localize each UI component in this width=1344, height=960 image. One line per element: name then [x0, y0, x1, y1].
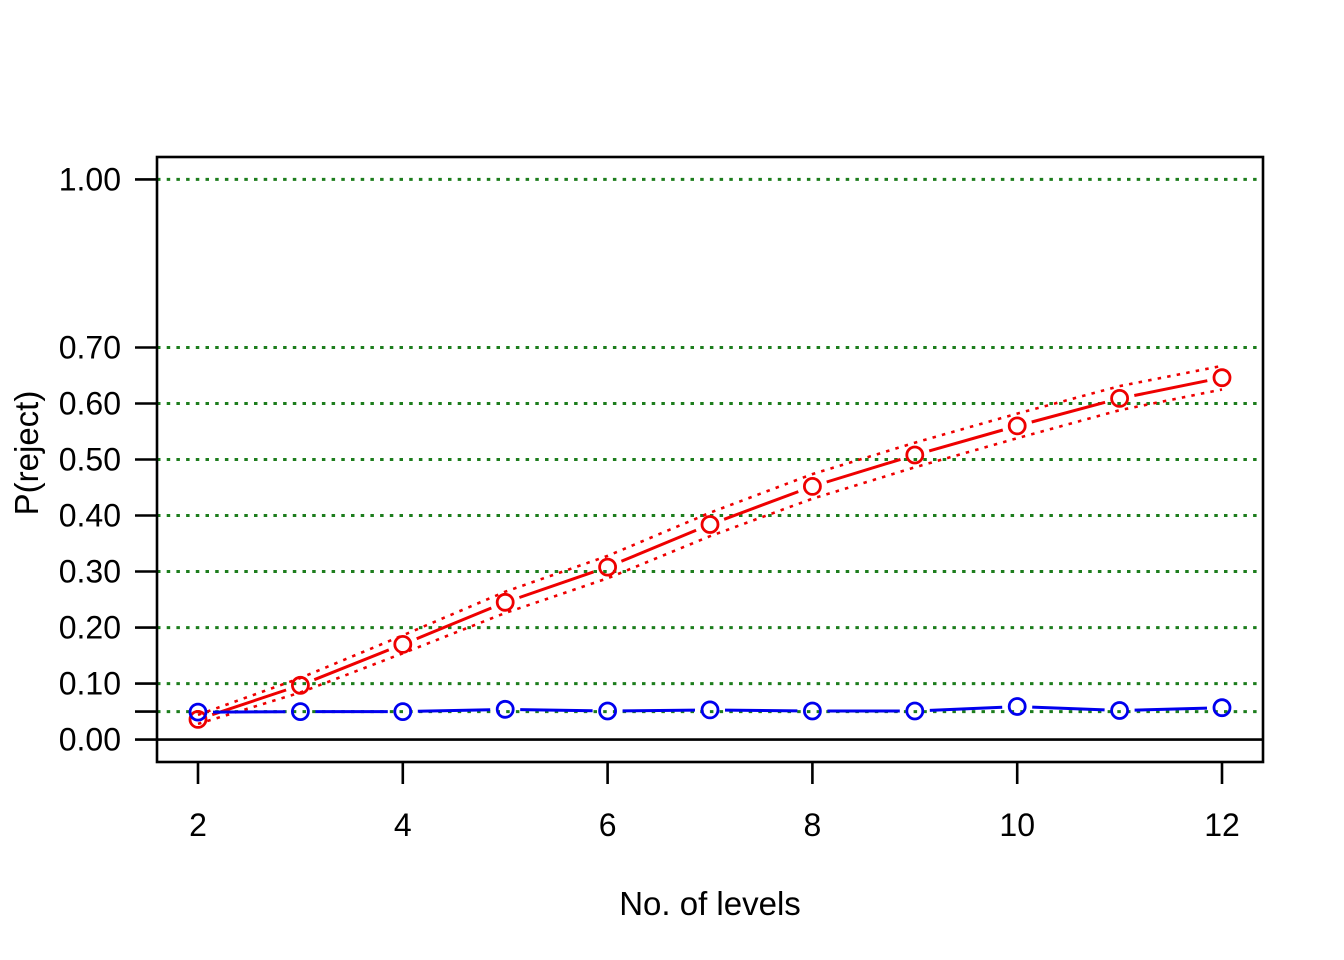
rejection-rate-null-point — [700, 700, 720, 720]
y-tick-label: 0.70 — [59, 330, 121, 366]
y-tick-label: 1.00 — [59, 161, 121, 197]
rejection-rate-null-point — [803, 701, 822, 721]
y-tick-label: 0.40 — [59, 498, 121, 534]
rejection-rate-null-segment — [724, 708, 798, 713]
rejection-rate-alternative-point — [700, 515, 720, 534]
rejection-rate-null-segment — [1032, 705, 1105, 712]
rejection-rate-alternative-segment — [723, 490, 799, 521]
rejection-rate-alternative-point — [905, 445, 925, 465]
rejection-rate-null-segment — [622, 708, 696, 713]
rejection-rate-alternative-segment — [518, 570, 594, 599]
x-tick-label: 8 — [804, 807, 822, 843]
rejection-rate-alternative-point — [188, 710, 208, 729]
gridline-layer — [157, 177, 1263, 741]
y-tick-label: 0.50 — [59, 442, 121, 478]
rejection-rate-null-point — [495, 699, 515, 719]
rejection-rate-alternative-segment — [928, 428, 1004, 453]
rejection-rate-alternative-point — [495, 592, 515, 612]
data-series-layer — [188, 364, 1232, 729]
rejection-rate-null-point — [905, 701, 925, 721]
rejection-rate-null-point — [1110, 701, 1129, 720]
rejection-rate-alternative-segment — [826, 457, 901, 484]
rejection-rate-null-point — [290, 702, 310, 721]
y-tick-label: 0.00 — [59, 722, 121, 758]
x-tick-label: 6 — [599, 807, 617, 843]
axis-tick-layer: 2 4 6 8 10 12 0.00 0.10 0.20 0.30 0.40 0.50 0.60 0.70… — [59, 161, 1240, 843]
ci-upper-line — [197, 364, 1223, 717]
rejection-rate-null-segment — [1134, 706, 1208, 712]
rejection-rate-alternative-segment — [416, 606, 492, 641]
rejection-rate-null-point — [1007, 697, 1027, 716]
rejection-rate-alternative-point — [393, 635, 413, 654]
x-axis-title: No. of levels — [619, 885, 801, 922]
rejection-rate-alternative-point — [803, 476, 822, 496]
y-tick-label: 0.60 — [59, 386, 121, 422]
rejection-rate-alternative-segment — [1031, 400, 1106, 424]
rejection-rate-alternative-point — [598, 557, 617, 577]
x-tick-label: 12 — [1204, 807, 1240, 843]
rejection-rate-null-point — [393, 702, 413, 721]
y-tick-label: 0.20 — [59, 610, 121, 646]
rejection-rate-alternative-point — [1110, 388, 1129, 408]
x-tick-label: 4 — [394, 807, 412, 843]
x-tick-label: 10 — [999, 807, 1035, 843]
rejection-rate-alternative-point — [290, 675, 310, 695]
rejection-rate-alternative-segment — [1134, 379, 1208, 397]
y-tick-label: 0.30 — [59, 554, 121, 590]
rejection-rate-alternative-segment — [313, 648, 390, 682]
rejection-rate-null-point — [1212, 698, 1232, 718]
rejection-rate-alternative-segment — [620, 528, 697, 563]
ci-lower-line — [197, 388, 1223, 726]
x-tick-label: 2 — [189, 807, 207, 843]
rejection-rate-alternative-point — [1007, 416, 1027, 436]
rejection-rate-null-point — [598, 701, 617, 721]
y-axis-title: P(reject) — [8, 391, 45, 516]
rejection-rate-null-segment — [929, 705, 1003, 712]
y-tick-label: 0.10 — [59, 666, 121, 702]
rejection-rate-null-point — [188, 702, 208, 722]
rejection-rate-alternative-point — [1212, 368, 1232, 388]
rejection-rate-null-segment — [520, 708, 593, 713]
rejection-rate-null-segment — [417, 708, 491, 713]
